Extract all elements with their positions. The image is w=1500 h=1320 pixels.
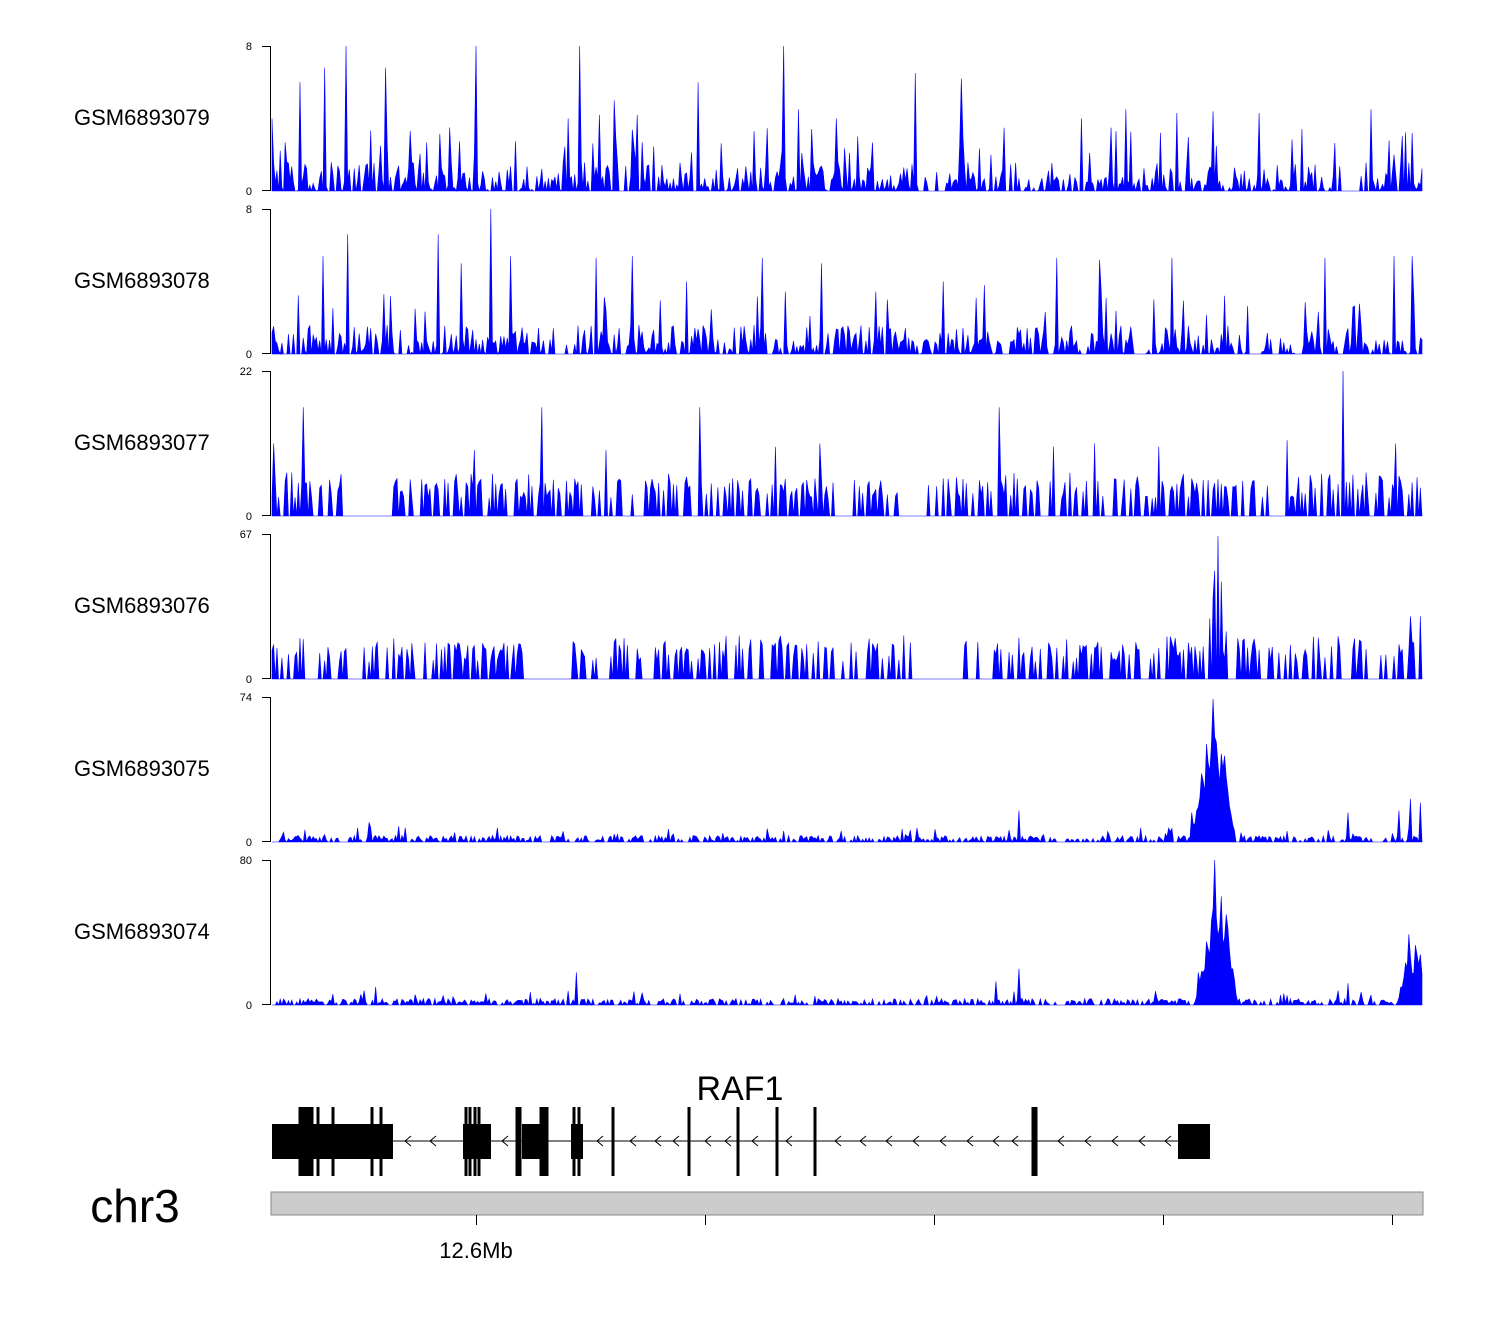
- strand-arrow: [654, 1135, 662, 1147]
- chromosome-label: chr3: [90, 1180, 179, 1232]
- exon: [515, 1107, 519, 1176]
- exon: [464, 1107, 468, 1176]
- x-tick-label: 12.6Mb: [439, 1238, 512, 1263]
- strand-arrow: [724, 1135, 732, 1147]
- track-label: GSM6893079: [74, 105, 210, 130]
- exon: [611, 1107, 615, 1176]
- exon: [473, 1107, 477, 1176]
- exon: [577, 1107, 581, 1176]
- exon: [304, 1107, 308, 1176]
- gene-model: [272, 1107, 1210, 1176]
- exon: [310, 1107, 314, 1176]
- exon: [477, 1107, 481, 1176]
- exon: [379, 1107, 383, 1176]
- exon: [1031, 1107, 1035, 1176]
- strand-arrow: [629, 1135, 637, 1147]
- coverage-area: [271, 370, 1423, 517]
- y-tick-label-bottom: 0: [246, 837, 252, 849]
- exon: [331, 1107, 335, 1176]
- track-GSM6893077: GSM6893077 22 0: [74, 366, 1423, 523]
- strand-arrow: [992, 1135, 1000, 1147]
- exon: [539, 1107, 543, 1176]
- exon: [316, 1107, 320, 1176]
- exon: [301, 1107, 305, 1176]
- y-tick-label-top: 80: [240, 855, 252, 867]
- exon: [1178, 1124, 1210, 1159]
- strand-arrow: [966, 1135, 974, 1147]
- y-tick-label-top: 8: [246, 204, 252, 216]
- exon: [687, 1107, 691, 1176]
- track-GSM6893074: GSM6893074 80 0: [74, 855, 1423, 1012]
- chromosome-bar: [270, 1191, 1424, 1216]
- exon: [463, 1124, 491, 1159]
- exon: [1034, 1107, 1038, 1176]
- coverage-area: [271, 45, 1423, 193]
- strand-arrow: [1084, 1135, 1092, 1147]
- strand-arrow: [501, 1135, 509, 1147]
- exon: [545, 1107, 549, 1176]
- y-tick-label-top: 74: [240, 692, 252, 704]
- coverage-tracks: GSM689307980GSM689307880GSM6893077220GSM…: [74, 41, 1423, 1012]
- exon: [518, 1107, 522, 1176]
- track-label: GSM6893074: [74, 919, 210, 944]
- y-tick-label-bottom: 0: [246, 186, 252, 198]
- exon: [468, 1107, 472, 1176]
- exon: [775, 1107, 779, 1176]
- strand-arrow: [672, 1135, 680, 1147]
- track-GSM6893076: GSM6893076 67 0: [74, 529, 1423, 686]
- track-label: GSM6893077: [74, 430, 210, 455]
- exon: [298, 1107, 302, 1176]
- track-GSM6893079: GSM6893079 8 0: [74, 41, 1423, 198]
- strand-arrow: [404, 1135, 412, 1147]
- strand-arrow: [751, 1135, 759, 1147]
- exon: [813, 1107, 817, 1176]
- gene-label: RAF1: [697, 1070, 784, 1108]
- y-tick-label-bottom: 0: [246, 511, 252, 523]
- track-label: GSM6893075: [74, 756, 210, 781]
- strand-arrow: [704, 1135, 712, 1147]
- y-tick-label-top: 8: [246, 41, 252, 53]
- strand-arrow: [859, 1135, 867, 1147]
- y-tick-label-bottom: 0: [246, 349, 252, 361]
- strand-arrow: [1111, 1135, 1119, 1147]
- strand-arrow: [429, 1135, 437, 1147]
- track-GSM6893078: GSM6893078 8 0: [74, 204, 1423, 361]
- gene-track: RAF1: [272, 1070, 1210, 1176]
- coverage-area: [271, 536, 1423, 680]
- strand-arrow: [1164, 1135, 1172, 1147]
- track-GSM6893075: GSM6893075 74 0: [74, 692, 1423, 849]
- strand-arrow: [596, 1135, 604, 1147]
- track-label: GSM6893076: [74, 593, 210, 618]
- strand-arrow: [1011, 1135, 1019, 1147]
- y-tick-label-top: 22: [240, 366, 252, 378]
- ideogram-track: chr3: [90, 1180, 1424, 1232]
- strand-arrow: [834, 1135, 842, 1147]
- strand-arrow: [939, 1135, 947, 1147]
- strand-arrow: [1138, 1135, 1146, 1147]
- strand-arrow: [785, 1135, 793, 1147]
- coverage-area: [272, 859, 1423, 1007]
- y-tick-label-top: 67: [240, 529, 252, 541]
- coverage-area: [272, 698, 1423, 844]
- strand-arrow: [885, 1135, 893, 1147]
- y-tick-label-bottom: 0: [246, 674, 252, 686]
- exon: [736, 1107, 740, 1176]
- y-tick-label-bottom: 0: [246, 1000, 252, 1012]
- exon: [572, 1107, 576, 1176]
- strand-arrow: [912, 1135, 920, 1147]
- exon: [370, 1107, 374, 1176]
- exon: [307, 1107, 311, 1176]
- genomic-axis: 12.6Mb: [439, 1215, 1393, 1263]
- track-label: GSM6893078: [74, 268, 210, 293]
- strand-arrow: [1057, 1135, 1065, 1147]
- exon: [542, 1107, 546, 1176]
- coverage-area: [271, 208, 1423, 356]
